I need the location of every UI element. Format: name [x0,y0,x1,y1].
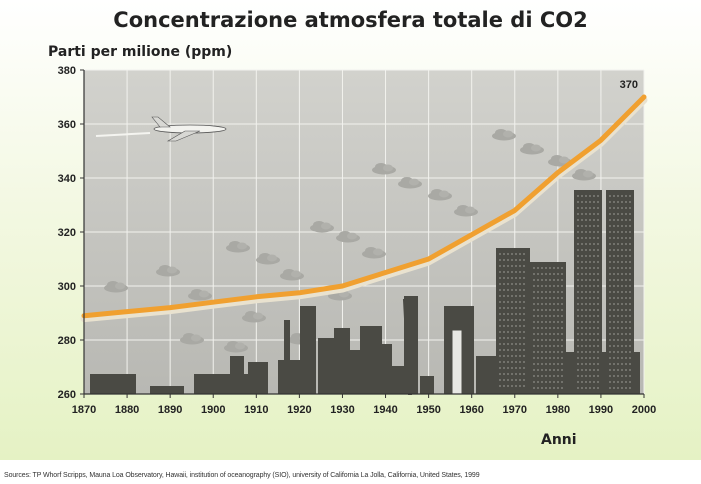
x-tick-label: 1930 [330,404,354,416]
data-point [513,208,517,212]
x-tick-label: 1990 [589,404,613,416]
cloud-icon [224,341,248,353]
building-icon [560,352,640,394]
building-icon [90,374,136,394]
building-icon [230,356,244,394]
data-point [254,295,258,299]
chimney-icon [284,320,290,394]
y-tick-label: 300 [58,281,76,293]
cloud-icon [492,129,516,141]
cloud-icon [104,281,128,293]
cloud-icon [310,221,334,233]
cloud-icon [226,241,250,253]
y-tick-label: 260 [58,389,76,401]
building-icon [248,362,268,394]
x-tick-label: 1880 [115,404,139,416]
building-icon [476,356,498,394]
decoration [90,116,640,395]
chimney-icon [451,329,463,395]
x-tick-label: 1980 [546,404,570,416]
cloud-icon [454,205,478,217]
data-point [556,171,560,175]
airplane-icon [95,116,227,142]
x-tick-label: 1960 [459,404,483,416]
data-point [125,310,129,314]
data-point [427,257,431,261]
co2-line-chart: 370 1870 1880 1890 1900 1910 1920 1930 1940 1950… [58,65,657,416]
data-point [168,306,172,310]
cloud-icon [520,143,544,155]
x-tick-label: 1950 [416,404,440,416]
cloud-icon [428,189,452,201]
building-icon [150,386,184,394]
data-point [340,284,344,288]
x-tick-label: 2000 [632,404,656,416]
cloud-icon [180,333,204,345]
data-point [297,291,301,295]
cloud-icon [188,289,212,301]
building-icon [300,306,316,394]
data-point [599,138,603,142]
source-note: Sources: TP Whorf Scripps, Mauna Loa Obs… [4,472,480,479]
y-axis-label: Parti per milione (ppm) [48,44,233,60]
cloud-icon [156,265,180,277]
cloud-icon [362,247,386,259]
data-point [642,95,646,99]
x-tick-label: 1910 [244,404,268,416]
cloud-icon [336,231,360,243]
data-point [211,300,215,304]
x-tick-label: 1890 [158,404,182,416]
x-axis-label: Anni [541,432,577,448]
data-point [470,233,474,237]
y-tick-label: 280 [58,335,76,347]
series-layer: 370 [80,79,648,323]
axes: 1870 1880 1890 1900 1910 1920 1930 1940 1950 1960… [58,65,657,416]
x-tick-label: 1970 [503,404,527,416]
y-tick-label: 380 [58,65,76,77]
data-point [384,271,388,274]
cloud-icon [280,269,304,281]
x-tick-label: 1900 [201,404,225,416]
building-icon [194,374,264,394]
y-tick-label: 340 [58,173,76,185]
cloud-icon [242,311,266,323]
y-tick-label: 360 [58,119,76,131]
building-icon [344,350,362,394]
series-line [81,94,647,319]
building-icon [496,248,530,394]
building-icon [372,344,392,394]
cloud-icon [572,169,596,181]
cloud-icon [256,253,280,265]
building-icon [420,376,434,394]
chart-title: Concentrazione atmosfera totale di CO2 [113,8,588,32]
x-tick-label: 1870 [72,404,96,416]
y-tick-label: 320 [58,227,76,239]
cloud-icon [372,163,396,175]
cloud-icon [398,177,422,189]
data-label-370: 370 [620,79,638,91]
x-tick-label: 1920 [287,404,311,416]
x-tick-label: 1940 [373,404,397,416]
